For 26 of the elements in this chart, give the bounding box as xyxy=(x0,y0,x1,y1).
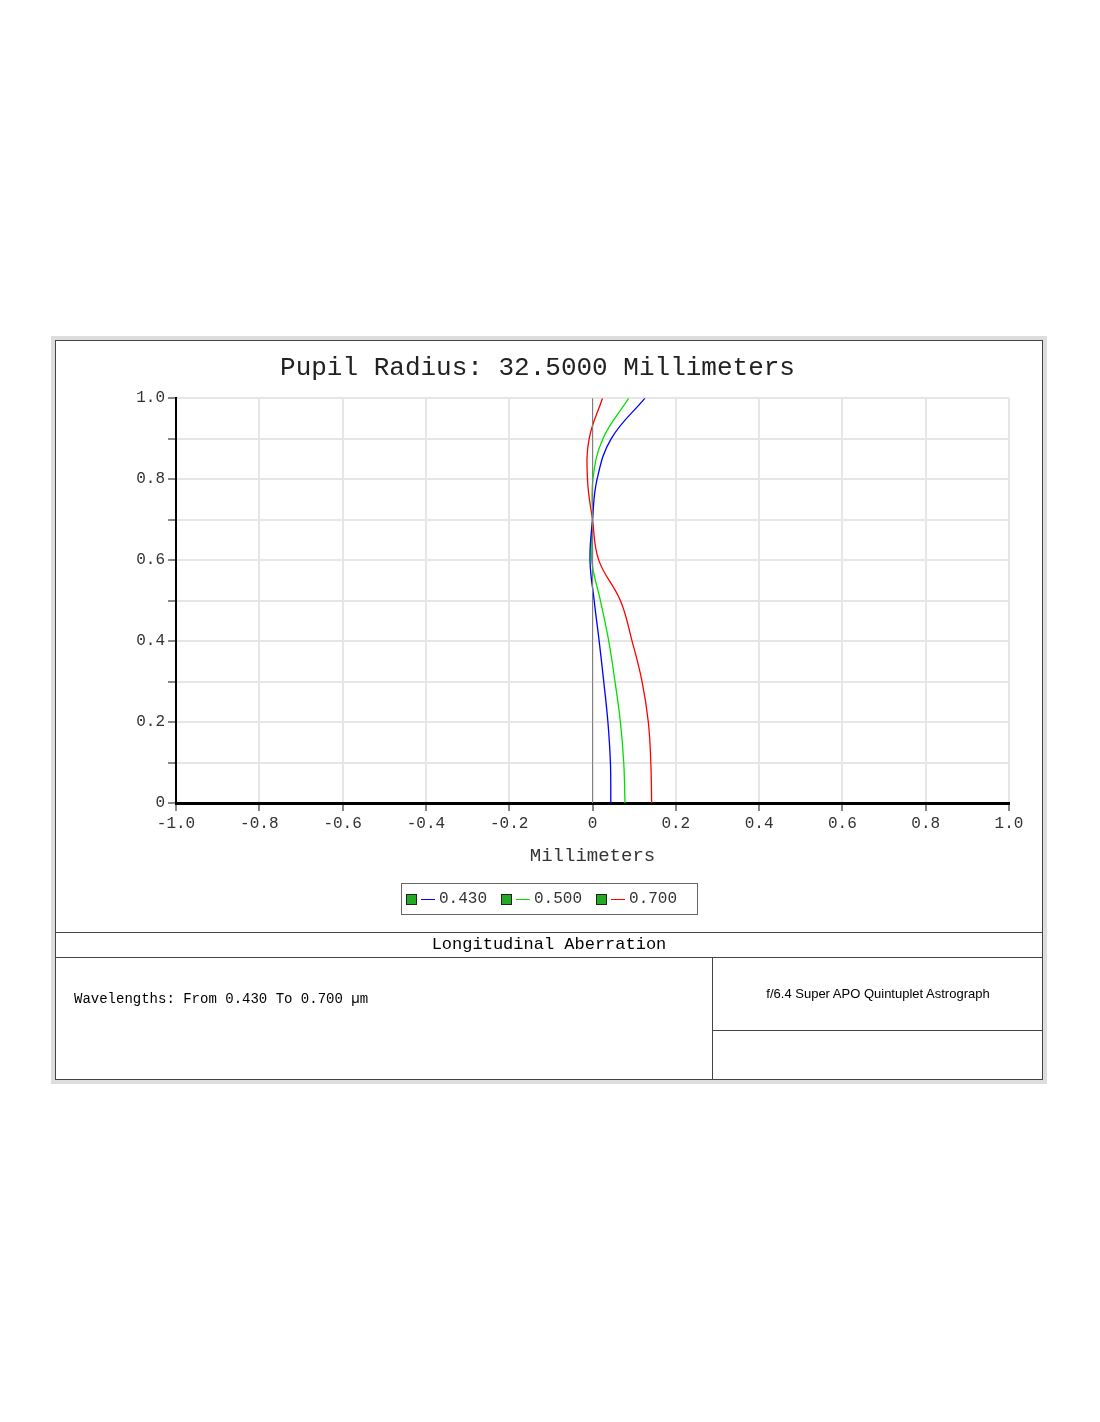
y-tick-label: 1.0 xyxy=(136,389,165,408)
x-tick-label: -0.2 xyxy=(490,814,529,833)
chart-title: Pupil Radius: 32.5000 Millimeters xyxy=(280,353,795,384)
y-tick-label: 0.6 xyxy=(136,551,165,570)
legend-label: 0.430 xyxy=(439,890,488,908)
x-tick-label: 0.2 xyxy=(661,814,691,833)
legend-label: 0.500 xyxy=(534,890,583,908)
x-tick-label: -0.8 xyxy=(240,814,279,833)
text: f/6.4 Super APO Quintuplet Astrograph xyxy=(713,957,1043,1031)
legend-label: 0.700 xyxy=(629,890,678,908)
line-series xyxy=(590,398,630,803)
y-tick-label: 0.8 xyxy=(136,470,165,489)
y-tick-label: 0.4 xyxy=(136,632,165,651)
x-tick-label: 1.0 xyxy=(994,814,1024,833)
x-tick-label: 0.6 xyxy=(827,814,857,833)
text: Wavelengths: From 0.430 To 0.700 µm xyxy=(74,991,369,1007)
x-tick-label: -0.4 xyxy=(406,814,446,833)
x-tick-label: 0 xyxy=(587,814,598,833)
x-axis-title: Millimeters xyxy=(529,844,656,867)
y-tick-label: 0 xyxy=(155,794,165,813)
x-tick-label: -1.0 xyxy=(156,814,196,833)
text: Longitudinal Aberration xyxy=(56,932,1042,958)
y-tick-label: 0.2 xyxy=(136,713,165,732)
x-tick-label: 0.4 xyxy=(744,814,774,833)
x-tick-label: -0.6 xyxy=(323,814,362,833)
x-tick-label: 0.8 xyxy=(911,814,941,833)
